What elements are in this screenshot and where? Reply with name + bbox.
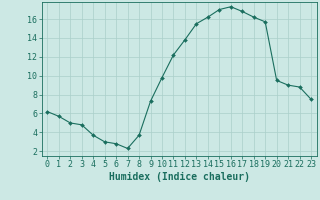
X-axis label: Humidex (Indice chaleur): Humidex (Indice chaleur) xyxy=(109,172,250,182)
